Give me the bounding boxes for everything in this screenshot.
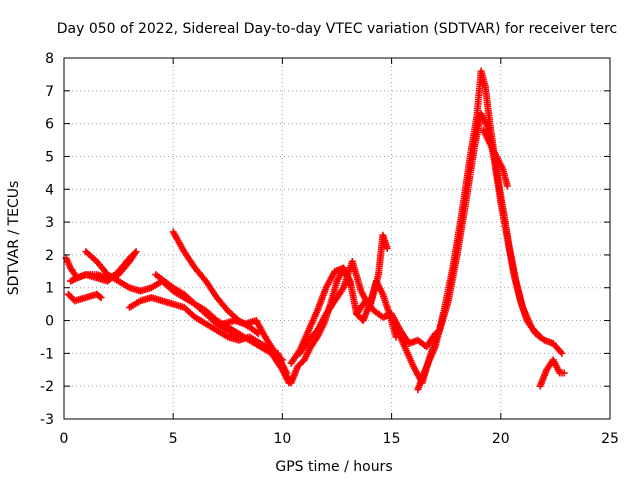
y-tick-label: 5 bbox=[45, 149, 54, 165]
data-point bbox=[383, 244, 391, 252]
y-tick-label: -3 bbox=[40, 412, 54, 428]
series-track-e bbox=[152, 271, 243, 341]
y-tick-label: 7 bbox=[45, 84, 54, 100]
y-tick-label: -2 bbox=[40, 379, 54, 395]
series-track-d bbox=[126, 294, 286, 364]
y-tick-label: -1 bbox=[40, 346, 54, 362]
data-point bbox=[503, 182, 511, 190]
y-tick-label: 8 bbox=[45, 51, 54, 67]
data-point bbox=[235, 333, 243, 341]
y-axis-label: SDTVAR / TECUs bbox=[6, 181, 22, 296]
data-point bbox=[560, 369, 568, 377]
data-point bbox=[558, 349, 566, 357]
x-tick-label: 5 bbox=[169, 431, 178, 447]
y-tick-label: 0 bbox=[45, 314, 54, 330]
series-track-o bbox=[536, 356, 568, 390]
series-track-l bbox=[392, 110, 566, 387]
y-tick-label: 1 bbox=[45, 281, 54, 297]
series-track-h bbox=[274, 264, 400, 387]
data-point bbox=[67, 277, 75, 285]
x-tick-label: 10 bbox=[273, 431, 291, 447]
series-track-b bbox=[82, 248, 293, 387]
data-point bbox=[97, 294, 105, 302]
y-tick-label: 4 bbox=[45, 182, 54, 198]
y-tick-label: 6 bbox=[45, 117, 54, 133]
series-track-j bbox=[296, 231, 391, 357]
data-point bbox=[536, 333, 544, 341]
series-track-m bbox=[414, 67, 544, 393]
x-tick-label: 0 bbox=[60, 431, 69, 447]
series-track-n bbox=[479, 126, 511, 190]
y-tick-label: 2 bbox=[45, 248, 54, 264]
chart-title: Day 050 of 2022, Sidereal Day-to-day VTE… bbox=[57, 21, 617, 37]
x-tick-label: 20 bbox=[492, 431, 510, 447]
x-axis-label: GPS time / hours bbox=[275, 459, 392, 475]
data-marks bbox=[62, 67, 568, 393]
grid-lines bbox=[64, 58, 610, 419]
x-tick-label: 15 bbox=[383, 431, 401, 447]
y-tick-label: 3 bbox=[45, 215, 54, 231]
series-track-c bbox=[64, 290, 105, 305]
plot-frame bbox=[63, 57, 611, 420]
x-tick-label: 25 bbox=[601, 431, 619, 447]
data-point bbox=[96, 292, 104, 300]
axis-ticks: 0 5 10 15 20 25 -3 -2 -1 0 1 2 3 4 5 6 7 8 bbox=[40, 51, 619, 447]
